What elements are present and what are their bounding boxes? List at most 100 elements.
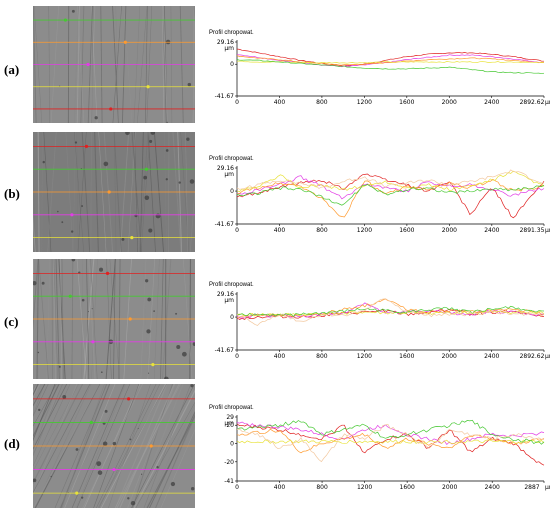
scan-marker xyxy=(146,85,150,89)
scratch-mark xyxy=(33,384,46,407)
y-tick-label: 29.16 xyxy=(217,165,234,172)
x-tick-label: 1600 xyxy=(399,227,414,234)
micrograph-b xyxy=(33,132,195,252)
surface-pit xyxy=(99,267,104,272)
profile-line-yellow xyxy=(236,170,545,193)
surface-pit xyxy=(163,376,169,379)
scan-marker xyxy=(149,444,153,448)
chart-title: Profil chropowat. xyxy=(209,156,254,162)
surface-pit xyxy=(187,82,192,87)
surface-pit xyxy=(130,501,136,506)
surface-pit xyxy=(166,121,168,123)
surface-pit xyxy=(155,213,161,219)
scan-marker xyxy=(126,397,131,401)
surface-pit xyxy=(100,371,103,374)
scan-marker xyxy=(68,294,72,298)
y-tick-label: 0 xyxy=(230,61,234,68)
y-tick-label: -41.67 xyxy=(215,347,235,354)
x-tick-label: 2000 xyxy=(442,227,457,234)
x-tick-label: 2892.62 xyxy=(520,353,545,360)
x-tick-label: 2000 xyxy=(442,484,457,491)
x-tick-label: 800 xyxy=(316,227,328,234)
x-unit-label: µm xyxy=(545,484,550,491)
panel-label: (a) xyxy=(4,62,20,77)
micrograph-d xyxy=(33,384,195,508)
x-tick-label: 2887 xyxy=(524,484,539,491)
scan-marker xyxy=(75,491,79,495)
chart-b: Profil chropowat. 29.16 0 -41.67 µm 0 400 800 1… xyxy=(205,156,550,238)
surface-pit xyxy=(181,351,187,357)
scan-marker xyxy=(109,107,113,111)
panel-d: (d) Profil chropowat. 29 20 0 -20 -41 µm 0 400 8… xyxy=(0,384,550,512)
y-tick-label: 29.16 xyxy=(217,39,234,46)
surface-pit xyxy=(190,487,195,491)
x-tick-label: 2000 xyxy=(442,353,457,360)
y-tick-label: 0 xyxy=(230,441,234,448)
chart-title: Profil chropowat. xyxy=(209,405,254,411)
surface-pit xyxy=(33,478,37,483)
surface-pit xyxy=(143,175,148,180)
scratch-mark xyxy=(33,384,45,417)
chart-title: Profil chropowat. xyxy=(209,30,254,36)
scratch-mark xyxy=(33,384,57,427)
surface-pit xyxy=(170,481,176,487)
surface-pit xyxy=(58,365,61,368)
profile-line-green xyxy=(236,419,545,445)
surface-pit xyxy=(57,210,59,213)
x-tick-label: 1200 xyxy=(357,227,372,234)
scratch-mark xyxy=(33,259,35,292)
x-tick-label: 2000 xyxy=(442,99,457,106)
x-tick-label: 800 xyxy=(316,484,328,491)
y-tick-label: 0 xyxy=(230,314,234,321)
surface-pit xyxy=(137,428,139,430)
surface-pit xyxy=(144,195,150,201)
chart-title: Profil chropowat. xyxy=(209,282,254,288)
scratch-mark xyxy=(33,212,36,252)
surface-pit xyxy=(102,441,108,446)
y-tick-label: -20 xyxy=(224,459,234,466)
chart-a: Profil chropowat. 29.16 0 -41.67 µm 0 400 800 1… xyxy=(205,30,550,110)
profile-line-green xyxy=(236,59,545,75)
x-tick-label: 800 xyxy=(316,353,328,360)
surface-pit xyxy=(140,473,143,475)
profile-line-yellow xyxy=(236,310,545,317)
surface-pit xyxy=(156,466,159,469)
profile-line-magenta xyxy=(237,175,545,200)
surface-pit xyxy=(150,132,155,135)
profile-line-peach xyxy=(236,298,545,326)
surface-pit xyxy=(97,470,103,475)
x-tick-label: 1200 xyxy=(357,99,372,106)
x-tick-label: 1200 xyxy=(357,353,372,360)
y-tick-label: 29.16 xyxy=(217,291,234,298)
chart-c: Profil chropowat. 29.16 0 -41.67 µm 0 400 800 1… xyxy=(205,282,550,364)
profile-line-red xyxy=(236,173,545,219)
scratch-mark xyxy=(33,384,49,417)
scan-marker xyxy=(123,40,127,44)
surface-pit xyxy=(121,237,125,241)
x-tick-label: 2892.62 xyxy=(520,99,545,106)
y-tick-label: 20 xyxy=(226,422,234,429)
x-tick-label: 2400 xyxy=(485,484,500,491)
surface-pit xyxy=(178,181,181,184)
surface-pit xyxy=(81,298,85,302)
scan-marker xyxy=(151,363,155,367)
profile-line-green xyxy=(236,184,545,206)
x-tick-label: 2891.35 xyxy=(520,227,545,234)
surface-pit xyxy=(129,438,132,441)
micrograph-c xyxy=(33,259,195,379)
x-unit-label: µm xyxy=(545,227,550,234)
surface-pit xyxy=(74,141,78,144)
surface-pit xyxy=(87,311,89,313)
panel-label: (b) xyxy=(4,186,20,201)
y-tick-label: -41.67 xyxy=(215,221,235,228)
surface-pit xyxy=(145,279,149,283)
scan-marker xyxy=(63,18,67,22)
surface-pit xyxy=(42,160,45,164)
y-tick-label: 29 xyxy=(226,414,234,421)
micrograph-image xyxy=(33,132,195,252)
surface-pit xyxy=(147,297,152,302)
surface-pit xyxy=(38,408,41,412)
